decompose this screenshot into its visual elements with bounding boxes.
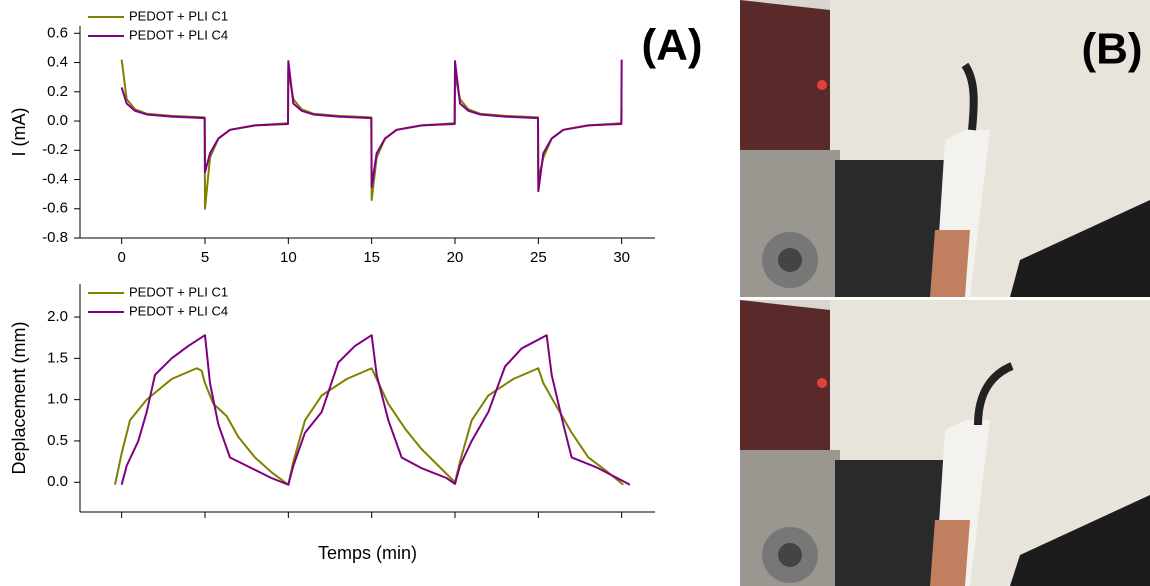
legend-label: PEDOT + PLI C4 [129,303,228,318]
x-tick-label: 0 [117,249,125,266]
y-tick-label: -0.6 [42,200,68,217]
panel-label: (B) [1081,25,1142,74]
x-tick-label: 30 [613,249,630,266]
x-tick-label: 10 [280,249,297,266]
photo-bottom [740,300,1150,586]
panel-label: (A) [641,21,702,70]
y-tick-label: 0.2 [47,83,68,100]
y-tick-label: 0.5 [47,432,68,449]
data-line [114,367,624,486]
y-tick-label: 0.6 [47,24,68,41]
x-tick-label: 15 [363,249,380,266]
data-line [120,334,631,486]
y-tick-label: 1.0 [47,391,68,408]
x-tick-label: 5 [201,249,209,266]
y-tick-label: 0.0 [47,112,68,129]
data-line [120,59,623,193]
legend-label: PEDOT + PLI C1 [129,284,228,299]
x-tick-label: 20 [447,249,464,266]
legend-label: PEDOT + PLI C4 [129,27,228,42]
x-axis-label: Temps (min) [318,543,417,563]
y-axis-label: Deplacement (mm) [9,321,29,474]
y-tick-label: 2.0 [47,308,68,325]
y-tick-label: 0.4 [47,54,68,71]
photo-top [740,0,1150,297]
y-tick-label: -0.8 [42,229,68,246]
x-tick-label: 25 [530,249,547,266]
y-axis-label: I (mA) [9,108,29,157]
y-tick-label: 1.5 [47,349,68,366]
y-tick-label: 0.0 [47,473,68,490]
y-tick-label: -0.2 [42,141,68,158]
y-tick-label: -0.4 [42,170,68,187]
legend-label: PEDOT + PLI C1 [129,8,228,23]
photos [740,0,1150,586]
